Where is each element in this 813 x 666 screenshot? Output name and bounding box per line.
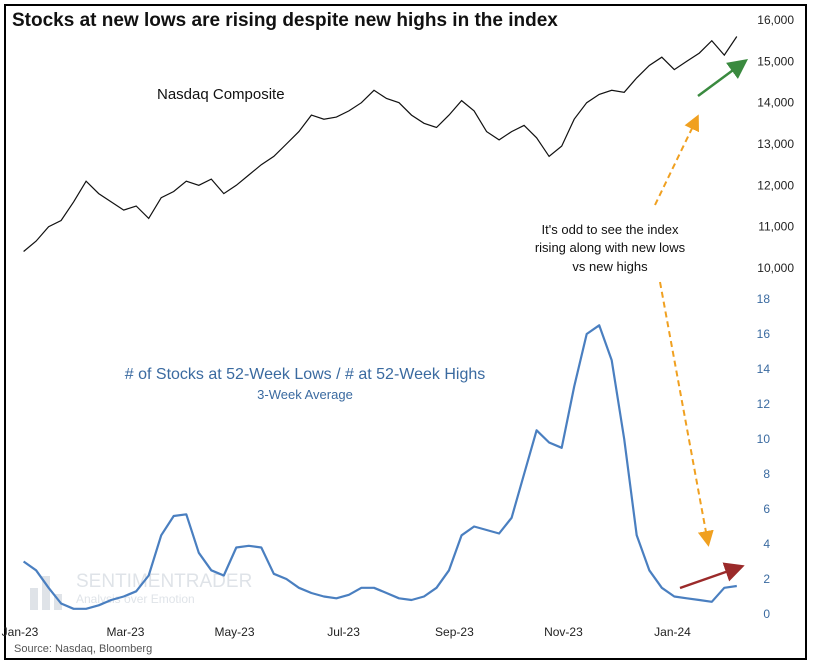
nasdaq-y-tick-label: 15,000 bbox=[757, 54, 794, 68]
ratio-y-tick-label: 18 bbox=[757, 292, 771, 306]
watermark-name: SENTIMENTRADER bbox=[76, 571, 252, 592]
ratio-y-tick-label: 10 bbox=[757, 432, 771, 446]
annotation-line-3: vs new highs bbox=[572, 259, 648, 274]
ratio-y-tick-label: 0 bbox=[763, 607, 770, 621]
x-tick-label: Mar-23 bbox=[106, 625, 144, 639]
nasdaq-y-tick-label: 13,000 bbox=[757, 137, 794, 151]
ratio-y-tick-label: 12 bbox=[757, 397, 771, 411]
ratio-y-tick-label: 8 bbox=[763, 467, 770, 481]
nasdaq-y-tick-label: 11,000 bbox=[758, 220, 794, 234]
source-note: Source: Nasdaq, Bloomberg bbox=[14, 643, 152, 655]
ratio-y-tick-label: 16 bbox=[757, 327, 771, 341]
x-tick-label: May-23 bbox=[215, 625, 255, 639]
x-tick-label: Jul-23 bbox=[327, 625, 360, 639]
nasdaq-y-tick-label: 16,000 bbox=[757, 13, 794, 27]
ratio-y-tick-label: 6 bbox=[763, 502, 770, 516]
orange-arrow-down bbox=[659, 281, 714, 547]
green-arrow bbox=[697, 59, 749, 98]
watermark-tagline: Analysis over Emotion bbox=[76, 592, 195, 606]
nasdaq-y-tick-label: 10,000 bbox=[757, 261, 794, 275]
ratio-series-line bbox=[22, 324, 737, 610]
nasdaq-label: Nasdaq Composite bbox=[157, 86, 285, 103]
ratio-label: # of Stocks at 52-Week Lows / # at 52-We… bbox=[125, 366, 485, 383]
red-arrow bbox=[679, 562, 745, 590]
ratio-y-tick-label: 2 bbox=[763, 572, 770, 586]
chart-frame bbox=[4, 4, 807, 660]
ratio-y-tick-label: 14 bbox=[757, 362, 771, 376]
annotation-line-1: It's odd to see the index bbox=[542, 222, 679, 237]
annotation-line-2: rising along with new lows bbox=[535, 240, 686, 255]
watermark-logo: SENTIMENTRADER Analysis over Emotion bbox=[30, 571, 252, 610]
x-tick-label: Nov-23 bbox=[544, 625, 583, 639]
x-tick-label: Jan-24 bbox=[654, 625, 691, 639]
nasdaq-series-line bbox=[23, 36, 738, 252]
ratio-sublabel: 3-Week Average bbox=[257, 387, 353, 402]
chart-title: Stocks at new lows are rising despite ne… bbox=[12, 10, 558, 31]
ratio-y-tick-label: 4 bbox=[763, 537, 770, 551]
x-tick-label: Jan-23 bbox=[2, 625, 39, 639]
orange-arrow-up bbox=[654, 114, 699, 206]
x-tick-label: Sep-23 bbox=[435, 625, 474, 639]
nasdaq-y-tick-label: 12,000 bbox=[757, 178, 794, 192]
nasdaq-y-tick-label: 14,000 bbox=[757, 96, 794, 110]
